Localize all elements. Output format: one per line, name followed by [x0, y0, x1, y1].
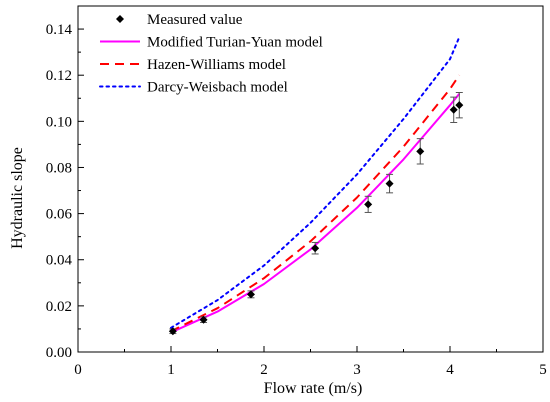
diamond-marker: [416, 147, 425, 156]
legend-diamond-marker: [116, 15, 124, 23]
measured-point-6: [385, 173, 394, 194]
measured-point-7: [416, 138, 425, 165]
y-tick-label-1: 0.02: [46, 299, 72, 315]
legend-item-2: Hazen-Williams model: [100, 57, 286, 73]
legend-label-measured: Measured value: [147, 12, 243, 28]
y-tick-label-7: 0.14: [46, 22, 73, 38]
y-axis-title: Hydraulic slope: [9, 147, 26, 249]
diamond-marker: [168, 327, 177, 336]
y-tick-label-5: 0.10: [46, 114, 72, 130]
y-tick-label-3: 0.06: [46, 207, 73, 223]
measured-point-8: [449, 96, 458, 123]
measured-point-5: [364, 195, 373, 213]
y-tick-label-0: 0.00: [46, 345, 72, 361]
legend-label-3: Darcy-Weisbach model: [147, 80, 288, 96]
x-axis-title: Flow rate (m/s): [264, 380, 363, 397]
x-tick-label-1: 1: [167, 362, 175, 378]
x-tick-label-0: 0: [74, 362, 82, 378]
series-line-3: [170, 36, 461, 329]
legend: Measured value Modified Turian-Yuan model…: [99, 12, 323, 96]
diamond-marker: [455, 101, 464, 110]
legend-label-1: Modified Turian-Yuan model: [147, 35, 323, 51]
y-tick-label-4: 0.08: [46, 160, 72, 176]
series-line-1: [170, 93, 461, 334]
x-tick-label-4: 4: [446, 362, 454, 378]
legend-item-3: Darcy-Weisbach model: [99, 80, 288, 96]
measured-point-1: [168, 327, 177, 336]
series-line-2: [170, 74, 461, 333]
y-tick-label-6: 0.12: [46, 68, 72, 84]
axes: 0 1 2 3 4 5 0.00 0.02 0.04 0.06 0.08 0.10 0.12 0.14: [46, 5, 547, 378]
x-tick-label-3: 3: [353, 362, 361, 378]
plot-area: [168, 36, 464, 336]
measured-point-2: [199, 315, 208, 324]
legend-item-measured: Measured value: [116, 12, 243, 28]
measured-point-4: [311, 241, 320, 255]
legend-item-1: Modified Turian-Yuan model: [100, 35, 323, 51]
x-tick-label-2: 2: [260, 362, 268, 378]
measured-point-9: [455, 92, 464, 119]
diamond-marker: [199, 315, 208, 324]
diamond-marker: [449, 105, 458, 114]
diamond-marker: [311, 244, 320, 253]
x-tick-label-5: 5: [539, 362, 547, 378]
y-tick-label-2: 0.04: [46, 253, 73, 269]
diamond-marker: [385, 179, 394, 188]
measured-point-3: [246, 290, 255, 299]
diamond-marker: [246, 290, 255, 299]
diamond-marker: [364, 200, 373, 209]
legend-label-2: Hazen-Williams model: [147, 57, 286, 73]
